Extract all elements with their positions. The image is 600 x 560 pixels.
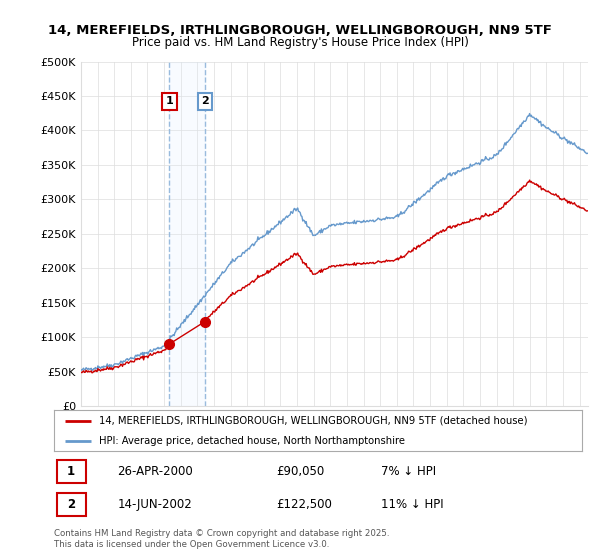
- Text: HPI: Average price, detached house, North Northamptonshire: HPI: Average price, detached house, Nort…: [99, 436, 405, 446]
- Text: 14, MEREFIELDS, IRTHLINGBOROUGH, WELLINGBOROUGH, NN9 5TF (detached house): 14, MEREFIELDS, IRTHLINGBOROUGH, WELLING…: [99, 416, 527, 426]
- Text: 26-APR-2000: 26-APR-2000: [118, 465, 193, 478]
- Text: 1: 1: [166, 96, 173, 106]
- Text: Price paid vs. HM Land Registry's House Price Index (HPI): Price paid vs. HM Land Registry's House …: [131, 36, 469, 49]
- Text: 14-JUN-2002: 14-JUN-2002: [118, 498, 192, 511]
- Text: 1: 1: [67, 465, 75, 478]
- Text: £90,050: £90,050: [276, 465, 324, 478]
- Text: £122,500: £122,500: [276, 498, 332, 511]
- FancyBboxPatch shape: [56, 460, 86, 483]
- Text: 11% ↓ HPI: 11% ↓ HPI: [382, 498, 444, 511]
- FancyBboxPatch shape: [56, 493, 86, 516]
- Text: Contains HM Land Registry data © Crown copyright and database right 2025.
This d: Contains HM Land Registry data © Crown c…: [54, 529, 389, 549]
- Text: 14, MEREFIELDS, IRTHLINGBOROUGH, WELLINGBOROUGH, NN9 5TF: 14, MEREFIELDS, IRTHLINGBOROUGH, WELLING…: [48, 24, 552, 36]
- Text: 2: 2: [67, 498, 75, 511]
- Bar: [169, 62, 205, 406]
- Text: 2: 2: [201, 96, 209, 106]
- Text: 7% ↓ HPI: 7% ↓ HPI: [382, 465, 436, 478]
